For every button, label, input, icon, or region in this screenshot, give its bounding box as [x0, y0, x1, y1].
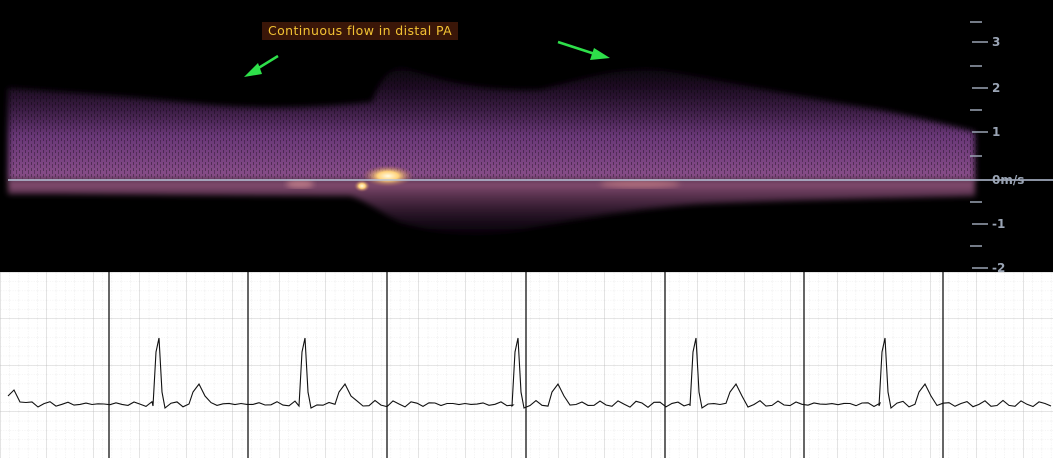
ecg-trace [7, 337, 1052, 410]
velocity-tick-label: -1 [992, 217, 1006, 231]
velocity-tick-label: -2 [992, 261, 1006, 272]
arrow-down-right-icon [557, 40, 610, 60]
velocity-tick-label: 2 [992, 81, 1001, 95]
ecg-major-time-markers [108, 272, 944, 458]
ecg-strip-panel [0, 272, 1053, 458]
ecg-graphic [0, 272, 1053, 458]
annotation-label: Continuous flow in distal PA [262, 22, 459, 40]
velocity-scale-ticks [970, 21, 988, 269]
velocity-tick-label: 1 [992, 125, 1001, 139]
doppler-spectrum-graphic [8, 21, 1053, 269]
velocity-tick-label: 3 [992, 35, 1001, 49]
spectral-hotspot [362, 165, 414, 187]
velocity-unit-label: 0m/s [992, 173, 1025, 187]
arrow-down-left-icon [244, 54, 279, 77]
doppler-spectrum-panel: Continuous flow in distal PA 3 2 1 0m/s … [0, 0, 1053, 272]
spectral-envelope-reverse [8, 180, 975, 234]
